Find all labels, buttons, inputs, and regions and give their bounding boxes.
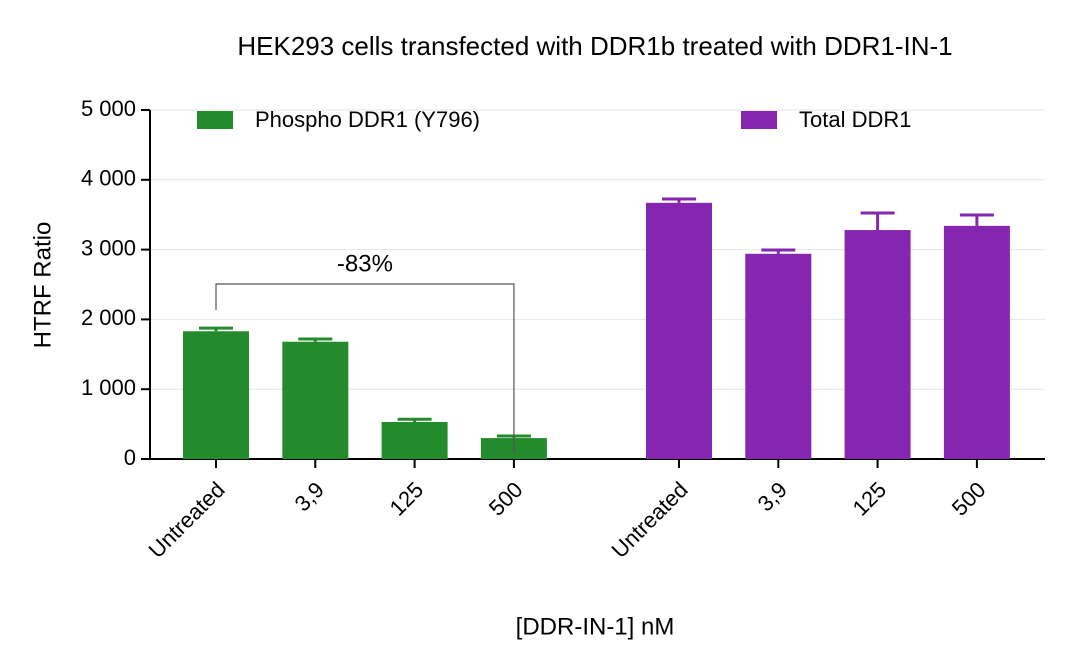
x-tick-label: 3,9: [753, 477, 792, 516]
y-tick-label: 4 000: [81, 166, 136, 191]
bar: [381, 422, 448, 459]
chart-title: HEK293 cells transfected with DDR1b trea…: [237, 31, 952, 61]
y-tick-label: 5 000: [81, 96, 136, 121]
bar: [943, 225, 1010, 459]
x-tick-label: Untreated: [607, 477, 693, 563]
x-axis-label: [DDR-IN-1] nM: [516, 613, 675, 640]
y-tick-label: 0: [124, 445, 136, 470]
bar: [646, 202, 712, 460]
legend-label: Total DDR1: [799, 107, 911, 132]
x-tick-label: 500: [484, 477, 528, 521]
x-tick-label: 500: [947, 477, 991, 521]
x-tick-label: 3,9: [290, 477, 329, 516]
bar: [844, 230, 911, 459]
bar: [183, 331, 249, 459]
y-axis-label: HTRF Ratio: [29, 222, 56, 349]
y-tick-label: 3 000: [81, 235, 136, 260]
bar: [745, 253, 812, 459]
legend-swatch: [197, 111, 233, 129]
y-tick-label: 2 000: [81, 305, 136, 330]
legend-swatch: [741, 111, 777, 129]
bar: [282, 341, 349, 459]
x-tick-label: 125: [848, 477, 892, 521]
annotation-bracket: [215, 283, 515, 453]
annotation: -83%: [337, 250, 393, 277]
y-tick-label: 1 000: [81, 375, 136, 400]
x-tick-label: 125: [385, 477, 429, 521]
x-tick-label: Untreated: [144, 477, 230, 563]
legend-label: Phospho DDR1 (Y796): [255, 107, 480, 132]
